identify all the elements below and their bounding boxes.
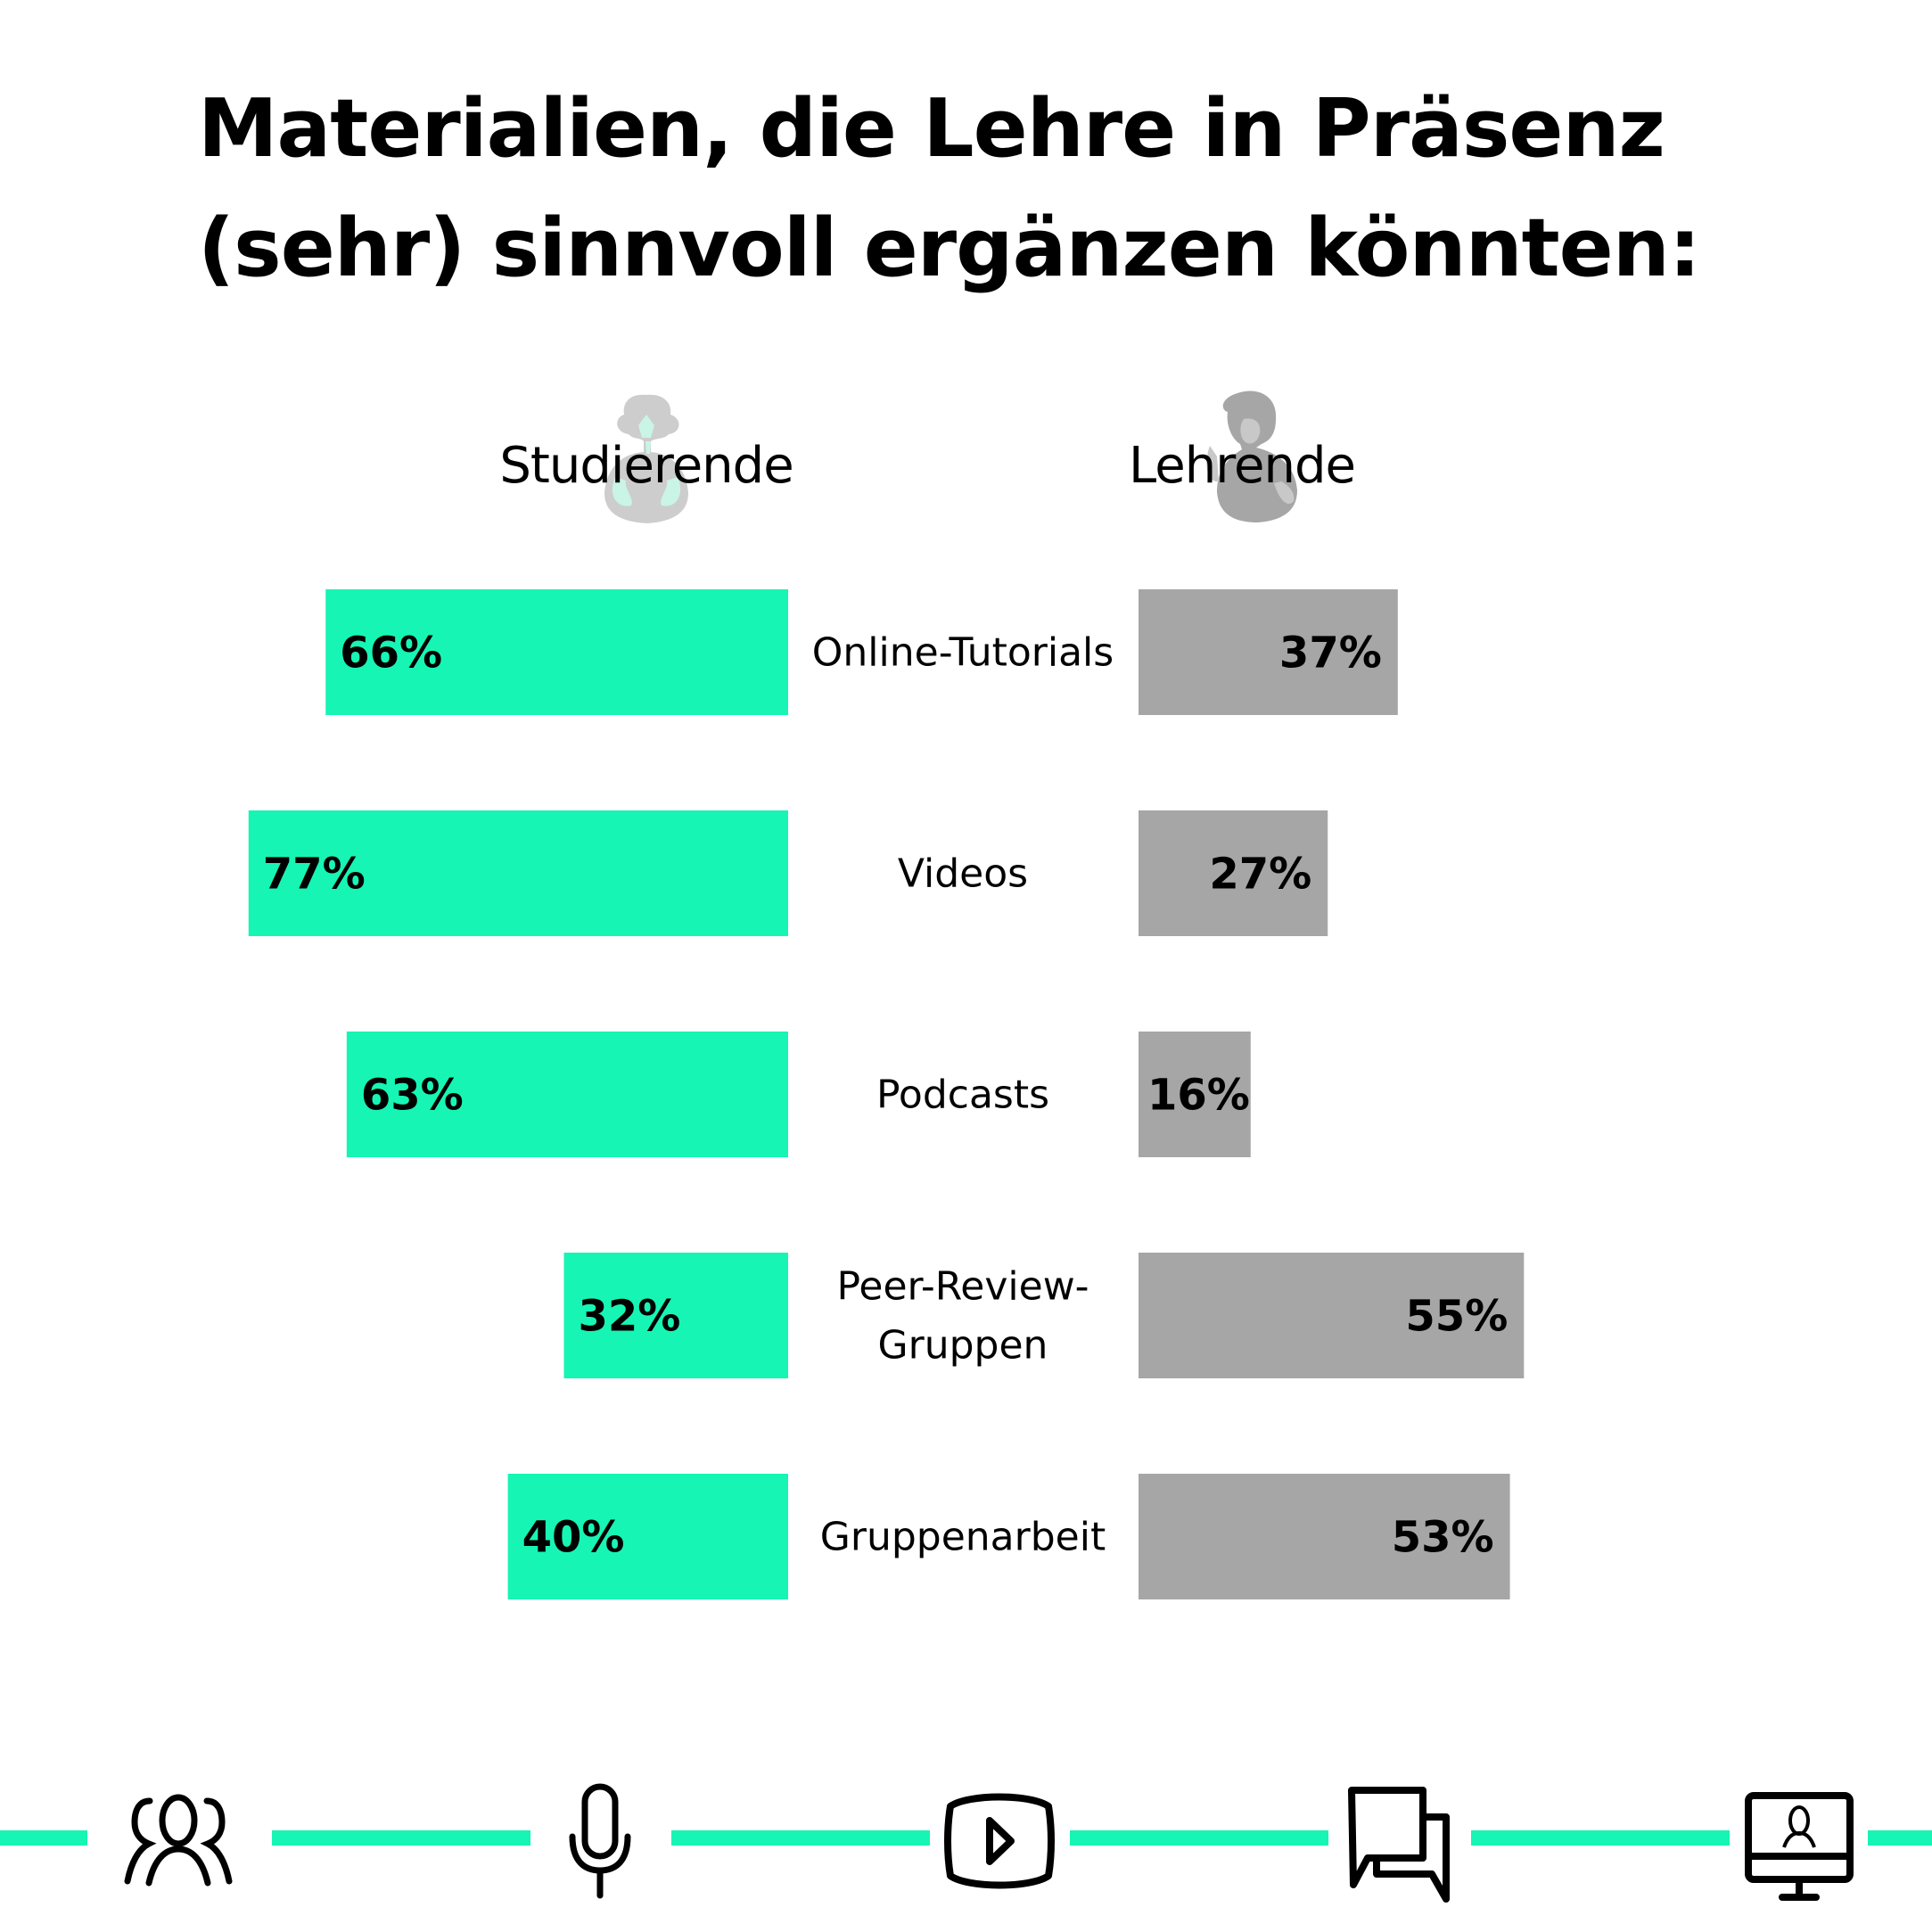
- value-label-students: 40%: [522, 1513, 625, 1563]
- bar-teachers: [1139, 589, 1398, 715]
- value-label-students: 77%: [263, 850, 366, 900]
- value-label-teachers: 55%: [1405, 1292, 1508, 1342]
- value-label-teachers: 53%: [1392, 1513, 1494, 1563]
- bar-teachers: [1139, 810, 1328, 936]
- value-label-students: 32%: [578, 1292, 680, 1342]
- chart-title: Materialien, die Lehre in Präsenz (sehr)…: [198, 70, 1892, 308]
- value-label-students: 63%: [361, 1071, 464, 1121]
- bar-students: [507, 1474, 788, 1599]
- microphone-icon: [569, 1783, 631, 1899]
- bar-teachers: [1139, 1253, 1525, 1378]
- category-label: Gruppen: [878, 1323, 1048, 1369]
- bar-teachers: [1139, 1474, 1510, 1599]
- footer-divider-line: [1070, 1830, 1328, 1846]
- footer-divider-line: [272, 1830, 530, 1846]
- student-avatar-icon: [604, 394, 688, 523]
- footer-divider-line: [671, 1830, 930, 1846]
- bar-students: [563, 1253, 788, 1378]
- footer-divider-line: [1471, 1830, 1730, 1846]
- video-call-monitor-icon: [1745, 1792, 1854, 1901]
- group-header-teachers: Lehrende: [1129, 437, 1356, 495]
- group-icon: [124, 1794, 233, 1887]
- category-label: Online-Tutorials: [812, 630, 1114, 676]
- chat-bubbles-icon: [1348, 1787, 1450, 1903]
- category-label: Peer-Review-: [836, 1264, 1089, 1310]
- value-label-teachers: 16%: [1147, 1071, 1250, 1121]
- footer-divider-line: [1868, 1830, 1932, 1846]
- bar-teachers: [1139, 1032, 1251, 1157]
- value-label-students: 66%: [340, 629, 442, 678]
- teacher-avatar-icon: [1206, 391, 1297, 522]
- bar-students: [346, 1032, 788, 1157]
- category-label: Gruppenarbeit: [820, 1515, 1106, 1560]
- title-line-1: Materialien, die Lehre in Präsenz: [198, 82, 1665, 176]
- group-header-students: Studierende: [499, 437, 793, 495]
- value-label-teachers: 37%: [1279, 629, 1382, 678]
- footer-divider-line: [0, 1830, 87, 1846]
- bar-students: [248, 810, 788, 936]
- category-label: Videos: [898, 851, 1028, 897]
- video-play-icon: [944, 1793, 1055, 1889]
- category-label: Podcasts: [876, 1073, 1049, 1118]
- bar-students: [325, 589, 788, 715]
- title-line-2: (sehr) sinnvoll ergänzen könnten:: [198, 201, 1701, 295]
- value-label-teachers: 27%: [1209, 850, 1311, 900]
